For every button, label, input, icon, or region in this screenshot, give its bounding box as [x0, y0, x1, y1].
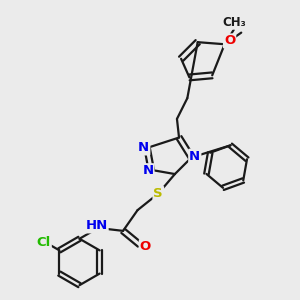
Text: Cl: Cl — [37, 236, 51, 249]
Text: S: S — [154, 187, 163, 200]
Text: CH₃: CH₃ — [222, 16, 246, 29]
Text: N: N — [142, 164, 154, 177]
Text: O: O — [140, 240, 151, 253]
Text: O: O — [224, 34, 235, 47]
Text: N: N — [138, 141, 149, 154]
Text: HN: HN — [85, 219, 108, 232]
Text: N: N — [189, 150, 200, 163]
